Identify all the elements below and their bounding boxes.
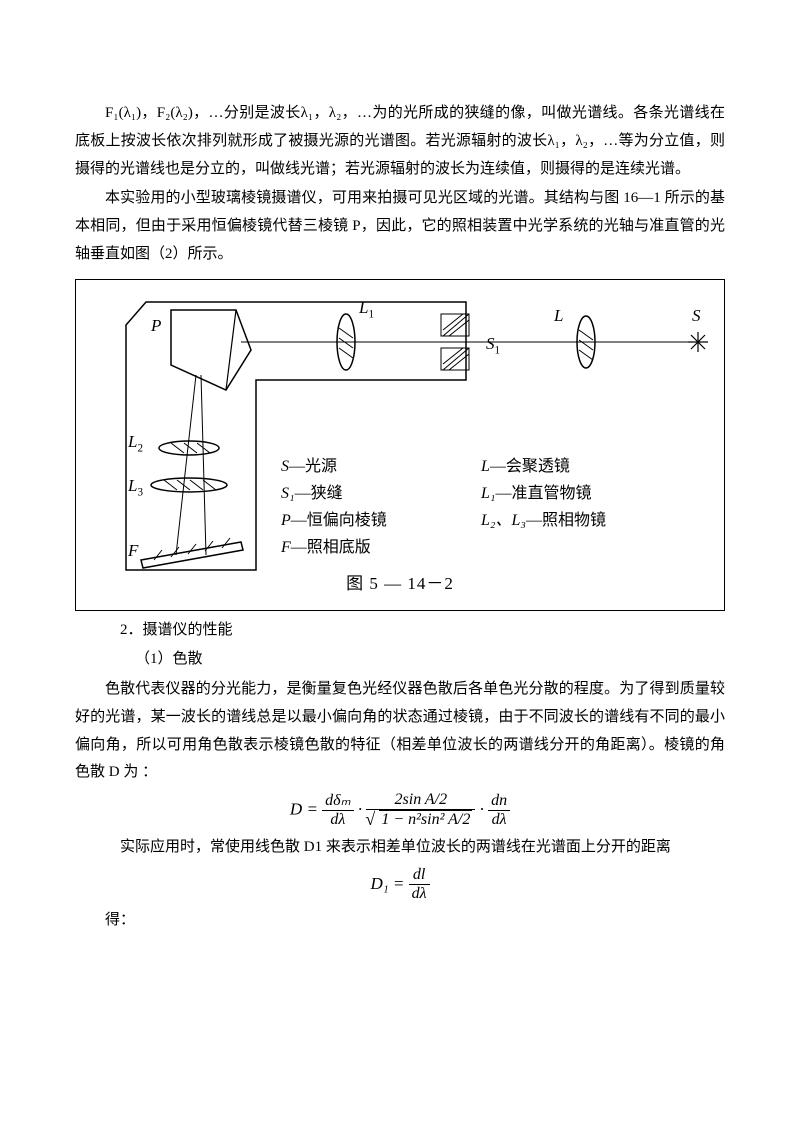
legend-row: P—恒偏向棱镜 L₂、L₃—照相物镜	[281, 507, 606, 534]
label-F: F	[128, 535, 138, 566]
paragraph-1: F₁(λ₁)，F₂(λ₂)，…分别是波长λ₁，λ₂，…为的光所成的狭缝的像，叫做…	[75, 100, 725, 183]
figure-legend: S—光源 L—会聚透镜 S₁—狭缝 L₁—准直管物镜 P—恒偏向棱镜 L₂、L₃…	[281, 453, 606, 562]
legend-row: F—照相底版	[281, 534, 606, 561]
figure-caption: 图 5 — 14－2	[76, 568, 724, 599]
formula-linear-dispersion: D₁ = dl dλ	[75, 866, 725, 904]
fraction: dn dλ	[488, 792, 510, 830]
paragraph-5: 得：	[75, 907, 725, 935]
legend-row: S₁—狭缝 L₁—准直管物镜	[281, 480, 606, 507]
text: 分别是波长	[224, 105, 301, 121]
math-inline: λ₁，λ₂，…	[547, 133, 618, 149]
label-L1: L1	[359, 292, 374, 323]
dot: ·	[358, 799, 362, 818]
section-2-heading: 2．摄谱仪的性能	[75, 617, 725, 645]
paragraph-2: 本实验用的小型玻璃棱镜摄谱仪，可用来拍摄可见光区域的光谱。其结构与图 16—1 …	[75, 185, 725, 268]
page: F₁(λ₁)，F₂(λ₂)，…分别是波长λ₁，λ₂，…为的光所成的狭缝的像，叫做…	[0, 0, 800, 997]
label-L3: L3	[128, 470, 143, 501]
legend-row: S—光源 L—会聚透镜	[281, 453, 606, 480]
math-inline: λ₁，λ₂，…	[301, 105, 372, 121]
figure-5-14-2: P L1 S1 L S L2 L3 F S—光源 L—会聚透镜 S₁—狭缝 L₁…	[75, 279, 725, 611]
fraction: dl dλ	[409, 866, 430, 904]
formula-lhs: D₁ =	[370, 873, 404, 892]
paragraph-4: 实际应用时，常使用线色散 D1 来表示相差单位波长的两谱线在光谱面上分开的距离	[75, 834, 725, 862]
label-L2: L2	[128, 426, 143, 457]
fraction: 2sin A/2 1 − n²sin² A/2	[366, 791, 475, 830]
paragraph-3: 色散代表仪器的分光能力，是衡量复色光经仪器色散后各单色光分散的程度。为了得到质量…	[75, 676, 725, 787]
formula-angular-dispersion: D = dδₘ dλ · 2sin A/2 1 − n²sin² A/2 · d…	[75, 791, 725, 830]
dot: ·	[480, 799, 484, 818]
math-inline: F₁(λ₁)，F₂(λ₂)，…	[105, 105, 224, 121]
label-L: L	[554, 300, 563, 331]
label-S1: S1	[486, 328, 500, 359]
formula-lhs: D =	[290, 799, 318, 818]
label-S: S	[692, 300, 701, 331]
label-P: P	[151, 310, 161, 341]
fraction: dδₘ dλ	[322, 792, 353, 830]
section-2-1-heading: （1）色散	[75, 646, 725, 674]
